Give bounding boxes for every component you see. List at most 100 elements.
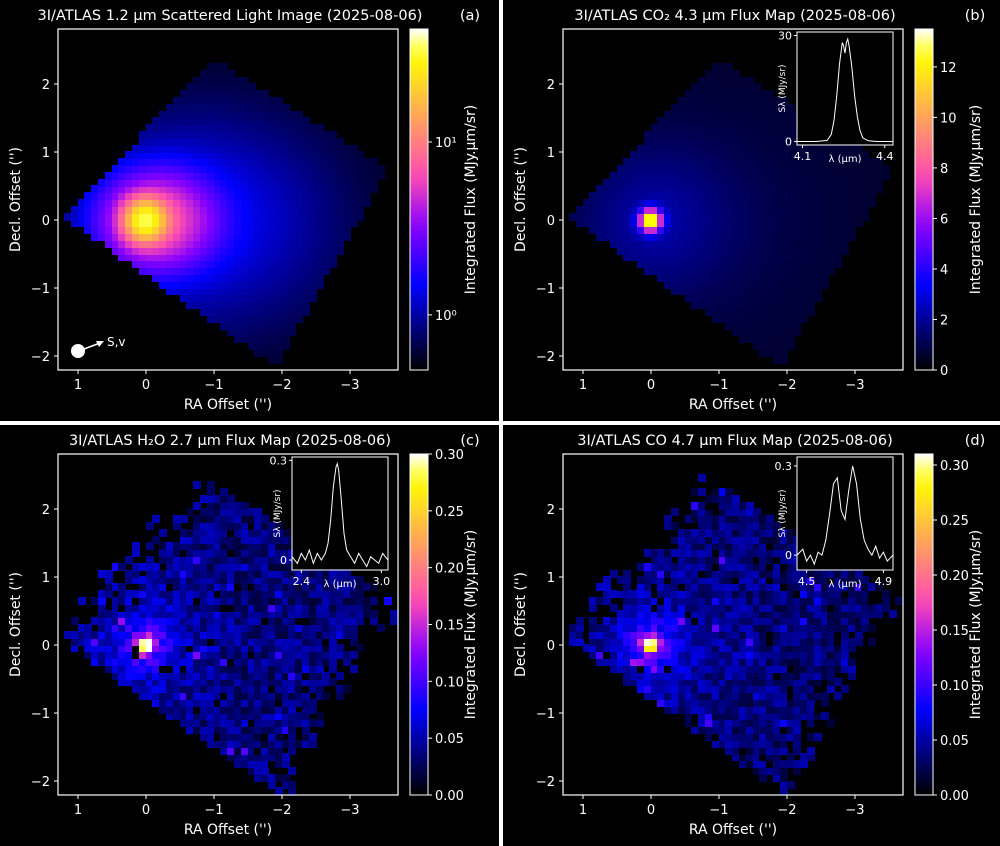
colorbar-tick-label: 0.20: [435, 562, 464, 577]
colorbar-tick-label: 12: [940, 61, 957, 76]
inset-x-tick-label: 4.1: [794, 150, 812, 163]
inset-spectrum-line: [291, 461, 389, 568]
y-tick-label: −2: [536, 775, 555, 790]
x-axis-label: RA Offset (''): [184, 397, 272, 413]
inset-x-label: λ (μm): [828, 154, 861, 165]
colorbar-tick-label: 0.25: [435, 505, 464, 520]
arrowhead-icon: [96, 341, 104, 347]
direction-arrow-icon: [83, 342, 101, 350]
colorbar-tick-label: 0.05: [435, 732, 464, 747]
axes-frame: [57, 28, 399, 371]
colorbar-tick-label: 10⁰: [435, 309, 457, 324]
colorbar-label: Integrated Flux (MJy.μm/sr): [968, 530, 984, 720]
inset-x-label: λ (μm): [323, 579, 356, 590]
panel-title: 3I/ATLAS 1.2 μm Scattered Light Image (2…: [38, 8, 423, 24]
x-tick-label: 1: [579, 803, 587, 818]
panel-title: 3I/ATLAS CO₂ 4.3 μm Flux Map (2025-08-06…: [574, 8, 895, 24]
colorbar-tick-label: 6: [940, 212, 948, 227]
y-tick-label: −2: [31, 775, 50, 790]
colorbar-tick-label: 0.00: [435, 789, 464, 804]
y-tick-label: 2: [42, 78, 50, 93]
x-tick-label: −2: [272, 803, 291, 818]
panel-label: (c): [460, 433, 479, 449]
inset-frame: [796, 456, 894, 571]
heatmap-image: [505, 0, 1000, 423]
x-tick-label: 0: [647, 378, 655, 393]
inset-y-tick-label: 0: [280, 554, 287, 567]
y-tick-label: 0: [547, 639, 555, 654]
inset-x-label: λ (μm): [828, 579, 861, 590]
colorbar-frame: [409, 453, 429, 796]
panel-a: 3I/ATLAS 1.2 μm Scattered Light Image (2…: [0, 0, 500, 423]
x-tick-label: 0: [647, 803, 655, 818]
sun-direction-marker: [71, 344, 85, 358]
x-axis-label: RA Offset (''): [689, 822, 777, 838]
inset-y-label: Sλ (MJy/sr): [778, 64, 788, 112]
panel-title: 3I/ATLAS CO 4.7 μm Flux Map (2025-08-06): [577, 433, 893, 449]
inset-y-tick-label: 0.3: [270, 454, 288, 467]
y-axis-label: Decl. Offset (''): [8, 147, 24, 252]
y-tick-label: 2: [547, 78, 555, 93]
inset-frame: [796, 31, 894, 146]
y-tick-label: 0: [42, 214, 50, 229]
x-tick-label: −1: [204, 378, 223, 393]
inset-y-tick-label: 0: [785, 135, 792, 148]
colorbar-label: Integrated Flux (MJy.μm/sr): [463, 105, 479, 295]
x-tick-label: 0: [142, 378, 150, 393]
direction-annotation: S,v: [107, 335, 126, 349]
inset-x-tick-label: 4.9: [875, 575, 893, 588]
y-tick-label: 1: [547, 571, 555, 586]
colorbar-tick-label: 10¹: [435, 136, 457, 151]
inset-y-tick-label: 0: [785, 549, 792, 562]
y-tick-label: 0: [547, 214, 555, 229]
x-tick-label: 1: [74, 378, 82, 393]
x-tick-label: −3: [845, 378, 864, 393]
x-tick-label: −1: [709, 803, 728, 818]
inset-x-tick-label: 2.4: [293, 575, 311, 588]
colorbar-tick-label: 0.05: [940, 734, 969, 749]
axes-frame: [562, 453, 904, 796]
colorbar-frame: [914, 453, 934, 796]
x-tick-label: 1: [579, 378, 587, 393]
colorbar-tick-label: 0.10: [940, 679, 969, 694]
colorbar-tick-label: 0.25: [940, 514, 969, 529]
y-tick-label: −2: [31, 350, 50, 365]
colorbar-frame: [914, 28, 934, 371]
colorbar-label: Integrated Flux (MJy.μm/sr): [968, 105, 984, 295]
y-tick-label: 1: [42, 571, 50, 586]
x-tick-label: −2: [272, 378, 291, 393]
inset-frame: [291, 456, 389, 571]
y-tick-label: 1: [547, 146, 555, 161]
heatmap-image: [0, 425, 500, 846]
y-tick-label: −1: [31, 707, 50, 722]
colorbar-tick-label: 10: [940, 111, 957, 126]
panel-label: (a): [460, 8, 480, 24]
axes-overlay: 3I/ATLAS CO 4.7 μm Flux Map (2025-08-06)…: [513, 433, 985, 838]
panel-label: (b): [965, 8, 986, 24]
y-axis-label: Decl. Offset (''): [513, 147, 529, 252]
x-axis-label: RA Offset (''): [184, 822, 272, 838]
colorbar-tick-label: 2: [940, 313, 948, 328]
panel-b: 3I/ATLAS CO₂ 4.3 μm Flux Map (2025-08-06…: [505, 0, 1000, 423]
colorbar-tick-label: 0.15: [435, 619, 464, 634]
inset-y-tick-label: 0.3: [775, 460, 793, 473]
x-tick-label: 0: [142, 803, 150, 818]
x-tick-label: −2: [777, 803, 796, 818]
x-tick-label: −2: [777, 378, 796, 393]
y-tick-label: 2: [547, 503, 555, 518]
colorbar-tick-label: 0.30: [940, 459, 969, 474]
x-tick-label: −3: [340, 378, 359, 393]
x-tick-label: −3: [845, 803, 864, 818]
x-axis-label: RA Offset (''): [689, 397, 777, 413]
axes-frame: [57, 453, 399, 796]
x-tick-label: −3: [340, 803, 359, 818]
colorbar-tick-label: 0.30: [435, 448, 464, 463]
inset-x-tick-label: 4.5: [798, 575, 816, 588]
inset-x-tick-label: 4.4: [876, 150, 894, 163]
y-tick-label: −1: [536, 707, 555, 722]
inset-y-tick-label: 30: [778, 30, 792, 43]
y-tick-label: 1: [42, 146, 50, 161]
panel-c: 3I/ATLAS H₂O 2.7 μm Flux Map (2025-08-06…: [0, 425, 500, 846]
inset-y-label: Sλ (MJy/sr): [778, 489, 788, 537]
